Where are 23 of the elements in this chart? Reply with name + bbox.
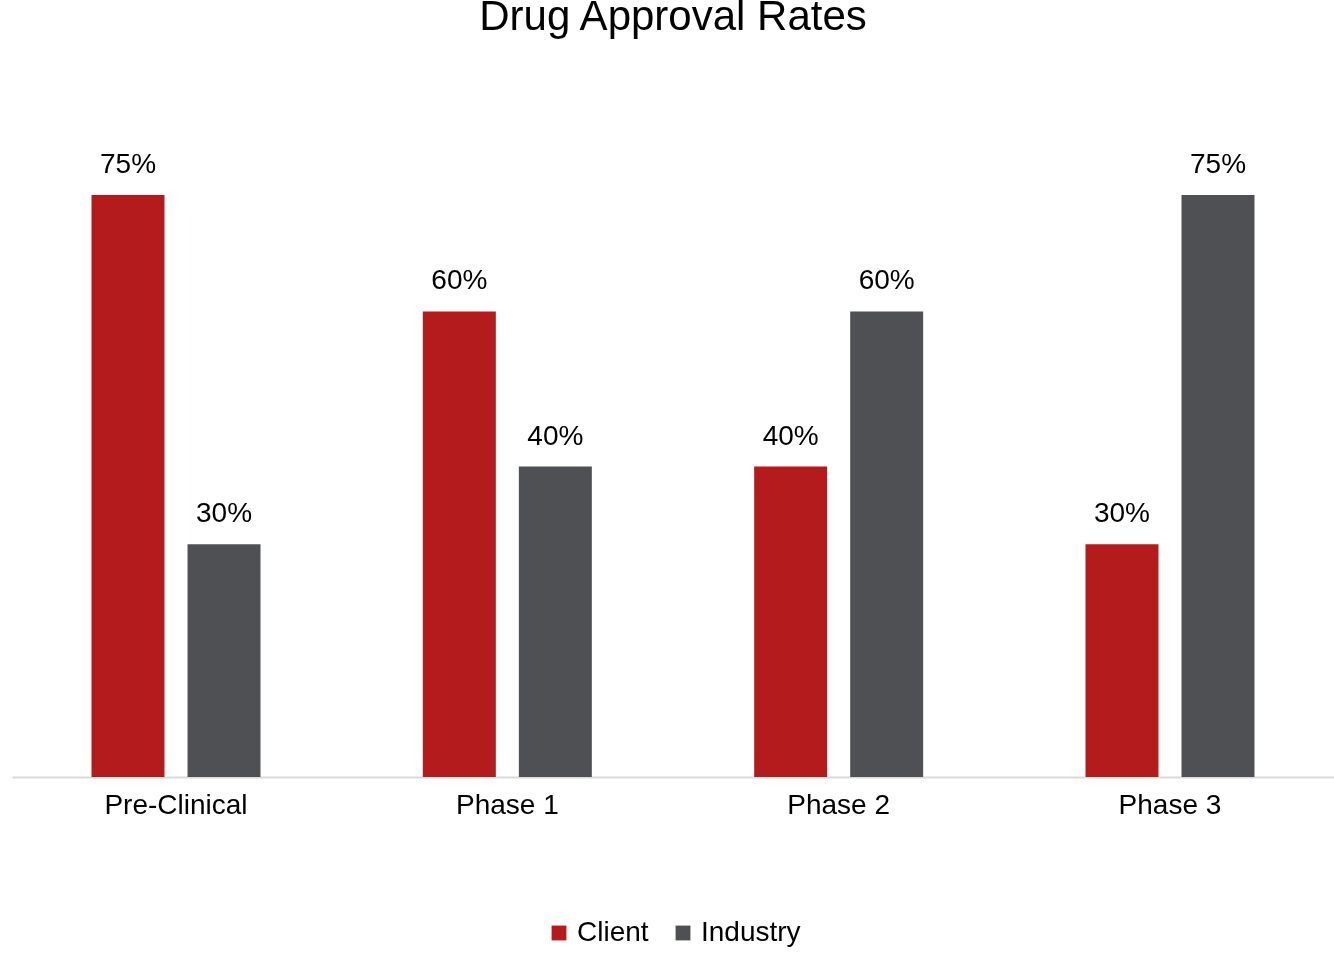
x-tick-label: Phase 1 (455, 788, 559, 820)
x-tick-label: Phase 2 (787, 788, 891, 820)
bar (850, 311, 924, 777)
legend-label: Client (577, 916, 649, 947)
chart-title: Drug Approval Rates (479, 0, 867, 39)
data-label: 30% (195, 497, 253, 529)
data-label: 30% (1093, 497, 1151, 529)
data-label: 40% (527, 419, 584, 451)
bar (1085, 544, 1159, 777)
bar (187, 544, 261, 777)
data-label: 60% (431, 264, 488, 296)
bar (754, 466, 828, 777)
x-tick-label: Phase 3 (1118, 788, 1222, 820)
x-tick-label: Pre-Clinical (104, 788, 248, 820)
bar (1181, 195, 1255, 777)
data-label: 75% (1189, 148, 1247, 179)
bar (518, 466, 592, 777)
data-label: 75% (99, 148, 157, 179)
bar (91, 195, 165, 777)
legend-label: Industry (701, 916, 801, 947)
bar (422, 311, 496, 777)
data-label: 40% (762, 419, 819, 451)
data-label: 60% (858, 264, 915, 296)
